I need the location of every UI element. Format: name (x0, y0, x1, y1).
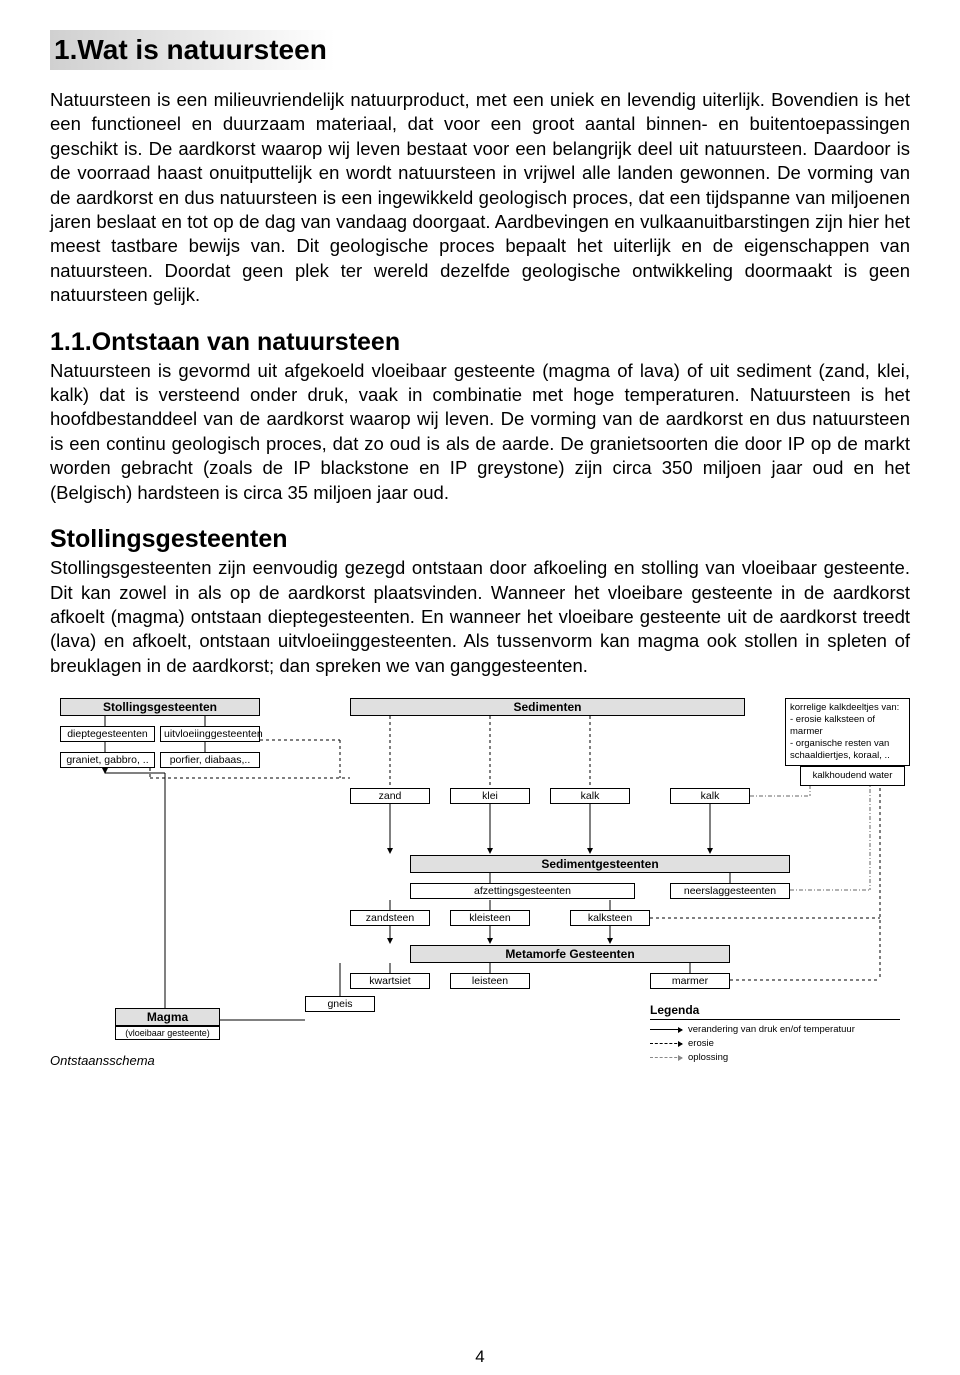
box-porfier: porfier, diabaas,.. (160, 752, 260, 768)
box-leisteen: leisteen (450, 973, 530, 989)
box-gneis: gneis (305, 996, 375, 1012)
box-klei: klei (450, 788, 530, 804)
box-metamorfe: Metamorfe Gesteenten (410, 945, 730, 963)
page-number: 4 (475, 1347, 484, 1367)
arrow-dash-icon (650, 1043, 682, 1044)
box-afzetting: afzettingsgesteenten (410, 883, 635, 899)
box-graniet: graniet, gabbro, .. (60, 752, 155, 768)
box-zand: zand (350, 788, 430, 804)
sidebox-line2: - erosie kalksteen of marmer (790, 714, 905, 738)
box-magma: Magma (115, 1008, 220, 1026)
sidebox-kalkdeeltjes: korrelige kalkdeeltjes van: - erosie kal… (785, 698, 910, 765)
paragraph-ontstaan: Natuursteen is gevormd uit afgekoeld vlo… (50, 359, 910, 505)
box-kleisteen: kleisteen (450, 910, 530, 926)
box-kalk2: kalk (670, 788, 750, 804)
box-sedimentgesteenten: Sedimentgesteenten (410, 855, 790, 873)
heading-stollings: Stollingsgesteenten (50, 525, 910, 554)
sidebox-line1: korrelige kalkdeeltjes van: (790, 702, 905, 714)
box-dieptegesteenten: dieptegesteenten (60, 726, 155, 742)
box-kwartsiet: kwartsiet (350, 973, 430, 989)
ontstaansschema-diagram: Stollingsgesteenten dieptegesteenten uit… (50, 698, 910, 1078)
legend-row-dashdot: oplossing (650, 1052, 900, 1063)
heading-ontstaan: 1.1.Ontstaan van natuursteen (50, 328, 910, 357)
box-sedimenten: Sedimenten (350, 698, 745, 716)
paragraph-intro: Natuursteen is een milieuvriendelijk nat… (50, 88, 910, 308)
sidebox-line3: - organische resten van (790, 738, 905, 750)
box-neerslag: neerslaggesteenten (670, 883, 790, 899)
legend-row-solid: verandering van druk en/of temperatuur (650, 1024, 900, 1035)
sidebox-line4: schaaldiertjes, koraal, .. (790, 750, 905, 762)
sidebox-kalkhoudend-water: kalkhoudend water (800, 766, 905, 786)
box-stollingsgesteenten: Stollingsgesteenten (60, 698, 260, 716)
legend: Legenda verandering van druk en/of tempe… (650, 1003, 900, 1066)
page-title: 1.Wat is natuursteen (54, 34, 327, 66)
paragraph-stollings: Stollingsgesteenten zijn eenvoudig gezeg… (50, 556, 910, 678)
box-magma-sub: (vloeibaar gesteente) (115, 1026, 220, 1040)
arrow-solid-icon (650, 1029, 682, 1030)
box-kalksteen: kalksteen (570, 910, 650, 926)
diagram-caption: Ontstaansschema (50, 1053, 155, 1068)
arrow-dashdot-icon (650, 1057, 682, 1058)
box-marmer: marmer (650, 973, 730, 989)
legend-row-dash: erosie (650, 1038, 900, 1049)
title-block: 1.Wat is natuursteen (50, 30, 335, 70)
box-kalk: kalk (550, 788, 630, 804)
box-uitvloeiinggesteenten: uitvloeiinggesteenten (160, 726, 260, 742)
legend-text-3: oplossing (688, 1052, 728, 1063)
legend-text-2: erosie (688, 1038, 714, 1049)
legend-title: Legenda (650, 1003, 900, 1020)
box-zandsteen: zandsteen (350, 910, 430, 926)
legend-text-1: verandering van druk en/of temperatuur (688, 1024, 855, 1035)
